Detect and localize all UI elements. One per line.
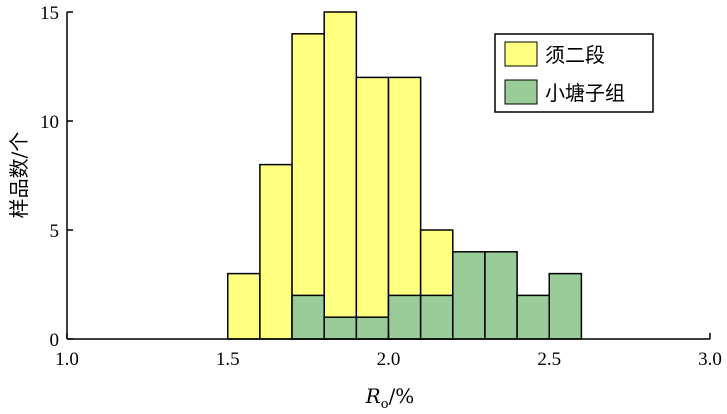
legend-swatch-xiaotangzizu [504,79,538,105]
bar-series0-bin2 [291,33,325,340]
y-axis-title: 样品数/个 [7,132,31,219]
x-axis-title-main: R [365,384,381,408]
bar-series1-bin5 [452,251,486,340]
x-axis-title-suffix: /% [389,384,415,408]
y-tick-label: 10 [40,112,59,133]
bar-series1-bin8 [548,272,583,340]
legend-label-xiaotangzizu: 小塘子组 [545,81,625,105]
y-tick-label: 0 [50,330,60,351]
x-tick-label: 1.5 [216,349,240,370]
bar-series1-bin2 [355,316,390,340]
x-tick-label: 1.0 [55,349,79,370]
bar-series1-bin4 [419,294,454,340]
legend-label-xuerduan: 须二段 [545,43,605,67]
bar-series1-bin3 [387,294,422,340]
x-tick-label: 2.5 [537,349,561,370]
bar-series1-bin0 [291,294,325,340]
x-tick-label: 3.0 [698,349,722,370]
bar-series0-bin1 [259,163,293,340]
bar-series0-bin4 [355,76,390,340]
bar-series0-bin0 [227,272,261,340]
x-tick-label: 2.0 [377,349,401,370]
ticks-layer: 1.0 1.5 2.0 2.5 3.0 0 5 10 15 [40,3,722,370]
bar-series1-bin1 [323,316,358,340]
bar-series1-bin7 [516,294,550,340]
x-axis-title-subscript: o [381,397,389,412]
bar-series1-bin6 [484,251,518,340]
bars-layer [227,11,583,340]
bar-series0-bin3 [323,11,358,340]
y-tick-label: 5 [50,221,60,242]
x-axis-title: Ro/% [365,384,415,412]
legend: 须二段 小塘子组 [494,33,654,113]
y-tick-label: 15 [40,3,59,24]
legend-swatch-xuerduan [504,41,538,67]
